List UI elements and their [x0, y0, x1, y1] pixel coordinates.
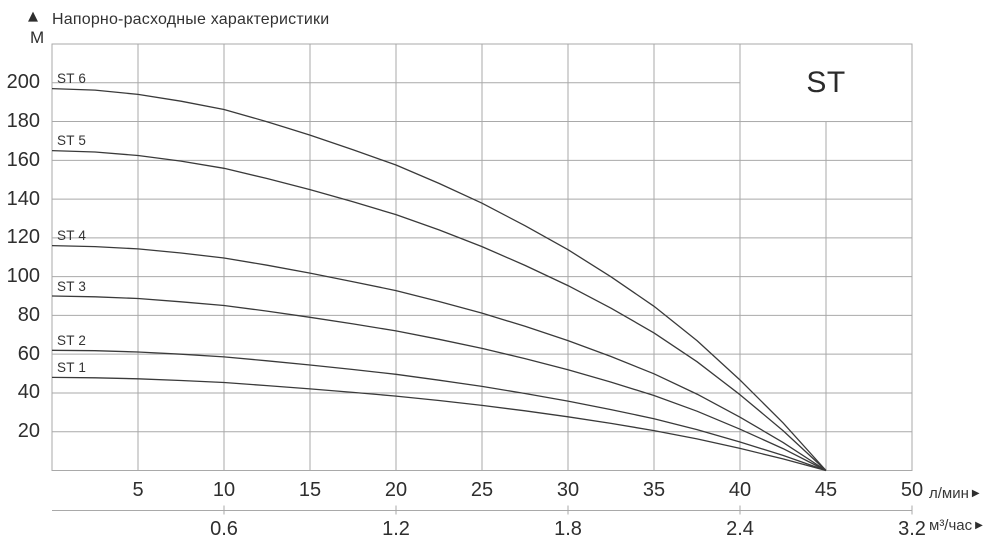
x-axis-unit: л/мин ▶ [929, 485, 980, 502]
pump-curve-st3 [51, 295, 827, 472]
chart-title: Напорно-расходные характеристики [52, 11, 330, 28]
pump-curve-st6 [51, 87, 827, 471]
y-axis-arrow-icon: ▲ [28, 9, 38, 24]
x2-axis-unit: м³/час ▶ [929, 517, 983, 534]
pump-curve-st2 [51, 349, 827, 472]
pump-curve-st1 [51, 376, 827, 472]
plot-border [51, 43, 913, 471]
x2-axis-unit-label: м³/час [929, 517, 973, 534]
series-family-badge: ST [740, 44, 912, 122]
y-axis-unit-label: М [30, 28, 45, 47]
x-axis-unit-label: л/мин [929, 485, 969, 502]
series-family-label: ST [806, 66, 846, 99]
pump-curve-st4 [51, 244, 827, 472]
pump-curve-st5 [51, 149, 827, 471]
x-axis-arrow-icon: ▶ [971, 488, 980, 499]
x2-axis-arrow-icon: ▶ [975, 520, 983, 531]
series-family-badge-box [739, 43, 913, 123]
